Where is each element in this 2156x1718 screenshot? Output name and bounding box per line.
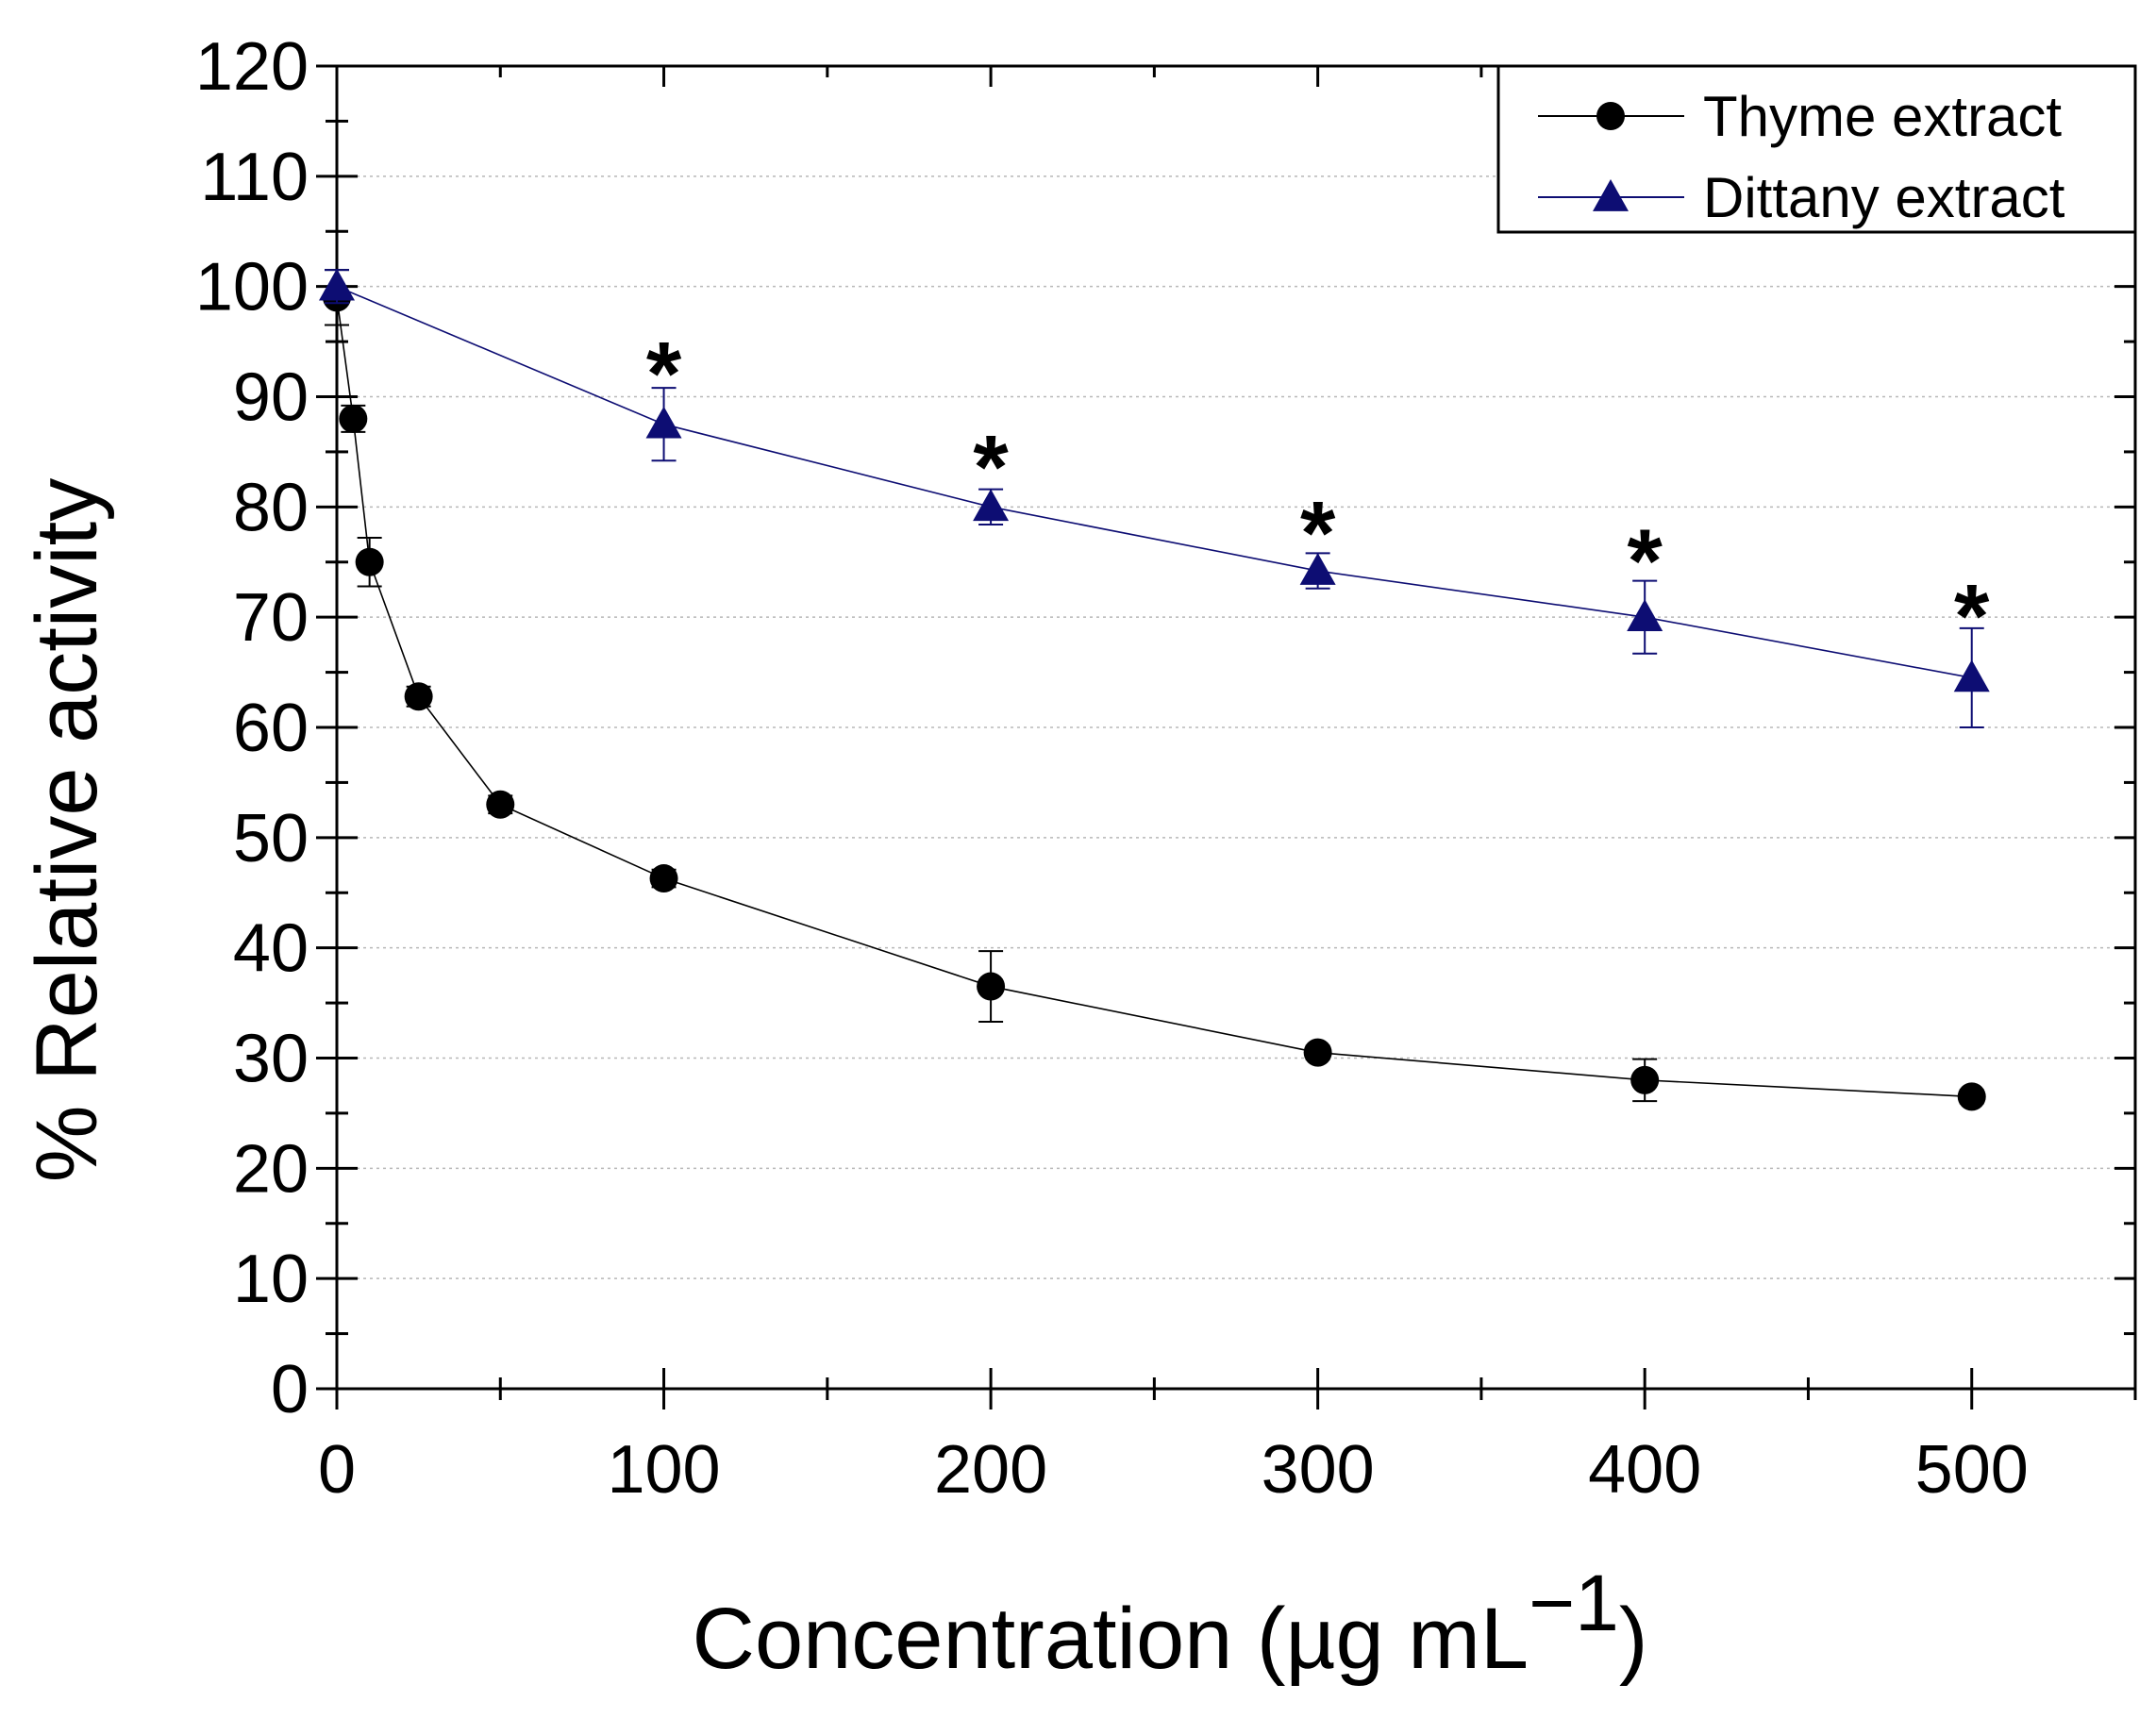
legend-label-dittany-extract: Dittany extract <box>1703 166 2065 229</box>
x-tick-label-0: 0 <box>318 1432 356 1508</box>
y-tick-label-80: 80 <box>233 470 309 545</box>
y-tick-label-40: 40 <box>233 911 309 987</box>
y-tick-label-90: 90 <box>233 360 309 436</box>
y-tick-label-50: 50 <box>233 801 309 876</box>
x-tick-label-200: 200 <box>934 1432 1047 1508</box>
axes: 0 10 20 30 40 50 60 70 80 90 100 110 120 0 100 200 300 40… <box>195 29 2137 1508</box>
y-tick-label-70: 70 <box>233 580 309 656</box>
thyme-extract-point <box>649 864 678 893</box>
y-tick-label-30: 30 <box>233 1022 309 1097</box>
thyme-extract-point <box>1957 1082 1986 1111</box>
y-tick-label-0: 0 <box>271 1352 309 1427</box>
y-tick-label-110: 110 <box>200 140 309 215</box>
thyme-extract-point <box>1630 1065 1660 1094</box>
x-tick-label-500: 500 <box>1915 1432 2029 1508</box>
legend-marker-thyme-extract <box>1596 102 1625 130</box>
y-axis-title: % Relative activity <box>19 478 115 1182</box>
significance-asterisk: * <box>1300 483 1336 584</box>
series-layer <box>319 268 1990 1111</box>
significance-asterisk: * <box>646 324 682 425</box>
thyme-extract-point <box>404 682 433 711</box>
x-axis-title-superscript: −1 <box>1529 1559 1619 1647</box>
legend-label-thyme-extract: Thyme extract <box>1703 85 2062 148</box>
thyme-extract-point <box>1303 1038 1332 1067</box>
x-tick-label-300: 300 <box>1262 1432 1375 1508</box>
y-tick-label-60: 60 <box>233 691 309 766</box>
significance-asterisk: * <box>973 417 1009 518</box>
dittany-extract-point <box>319 268 355 301</box>
legend-marker-dittany-extract <box>1593 179 1629 211</box>
x-axis-title-close: ) <box>1619 1591 1648 1687</box>
y-tick-label-10: 10 <box>233 1242 309 1317</box>
significance-asterisk: * <box>1628 510 1663 611</box>
x-axis-title-main: Concentration (µg mL <box>693 1591 1529 1687</box>
dittany-extract-point <box>1627 599 1663 631</box>
legend: Thyme extract Dittany extract <box>1496 64 2137 234</box>
x-tick-label-100: 100 <box>607 1432 720 1508</box>
thyme-extract-point <box>355 547 384 576</box>
thyme-extract-point <box>977 972 1006 1001</box>
annotations-layer: * * * * * <box>646 324 1990 667</box>
y-tick-label-20: 20 <box>233 1131 309 1207</box>
y-tick-label-100: 100 <box>195 250 309 325</box>
y-tick-label-120: 120 <box>195 29 309 105</box>
x-tick-label-400: 400 <box>1588 1432 1701 1508</box>
thyme-extract-line <box>336 297 1972 1098</box>
x-axis-title: Concentration (µg mL−1) <box>693 1559 1648 1687</box>
significance-asterisk: * <box>1954 566 1990 667</box>
dittany-extract-point <box>645 406 682 439</box>
dittany-extract-point <box>1299 553 1336 585</box>
thyme-extract-point <box>339 404 368 433</box>
dittany-extract-point <box>973 489 1010 522</box>
grid-lines <box>337 175 2135 1279</box>
dittany-extract-line <box>336 285 1972 679</box>
dittany-extract-point <box>1953 659 1990 692</box>
thyme-extract-point <box>486 790 515 819</box>
